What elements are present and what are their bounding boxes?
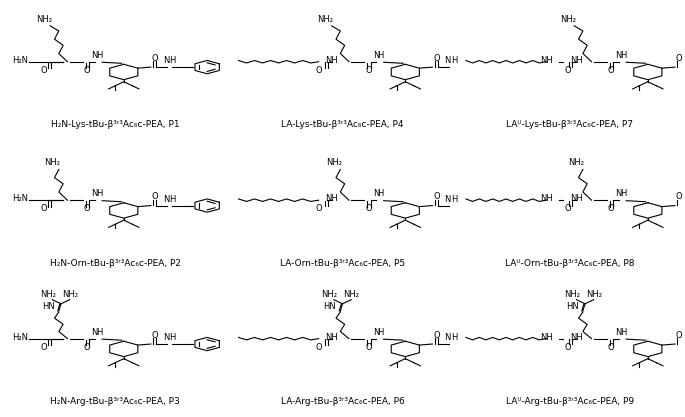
Text: LAᵁ-Arg-tBu-β³ʳ³Ac₆c-PEA, P9: LAᵁ-Arg-tBu-β³ʳ³Ac₆c-PEA, P9 — [506, 397, 634, 406]
Text: NH₂: NH₂ — [586, 290, 601, 299]
Text: NH₂: NH₂ — [343, 290, 359, 299]
Text: LA-Arg-tBu-β³ʳ³Ac₆c-PEA, P6: LA-Arg-tBu-β³ʳ³Ac₆c-PEA, P6 — [281, 397, 404, 406]
Text: O: O — [365, 343, 372, 352]
Text: N: N — [445, 56, 451, 65]
Text: NH₂: NH₂ — [45, 158, 60, 167]
Text: N: N — [91, 51, 98, 60]
Text: H: H — [169, 333, 175, 342]
Text: H: H — [169, 56, 175, 65]
Text: O: O — [434, 193, 440, 201]
Text: H₂N: H₂N — [12, 56, 28, 65]
Text: LA-Lys-tBu-β³ʳ³Ac₆c-PEA, P4: LA-Lys-tBu-β³ʳ³Ac₆c-PEA, P4 — [282, 120, 403, 129]
Text: O: O — [40, 343, 47, 352]
Text: H: H — [96, 189, 102, 198]
Text: H: H — [96, 328, 102, 337]
Text: LA-Orn-tBu-β³ʳ³Ac₆c-PEA, P5: LA-Orn-tBu-β³ʳ³Ac₆c-PEA, P5 — [280, 259, 405, 268]
Text: NH₂: NH₂ — [321, 290, 338, 299]
Text: N: N — [615, 328, 622, 337]
Text: O: O — [608, 66, 614, 75]
Text: O: O — [676, 54, 682, 63]
Text: O: O — [315, 343, 322, 352]
Text: H₂N-Arg-tBu-β³ʳ³Ac₆c-PEA, P3: H₂N-Arg-tBu-β³ʳ³Ac₆c-PEA, P3 — [50, 397, 180, 406]
Text: O: O — [84, 66, 90, 75]
Text: O: O — [608, 343, 614, 352]
Text: N: N — [163, 194, 169, 203]
Text: O: O — [365, 66, 372, 75]
Text: O: O — [84, 343, 90, 352]
Text: HN: HN — [323, 302, 336, 311]
Text: LAᵁ-Orn-tBu-β³ʳ³Ac₆c-PEA, P8: LAᵁ-Orn-tBu-β³ʳ³Ac₆c-PEA, P8 — [505, 259, 634, 268]
Text: O: O — [564, 66, 571, 75]
Text: N: N — [373, 328, 379, 337]
Text: N: N — [91, 328, 98, 337]
Text: NH: NH — [540, 56, 553, 65]
Text: NH: NH — [325, 56, 338, 65]
Text: O: O — [434, 331, 440, 340]
Text: H: H — [377, 189, 384, 198]
Text: H: H — [451, 194, 457, 203]
Text: N: N — [373, 189, 379, 198]
Text: H₂N-Orn-tBu-β³ʳ³Ac₆c-PEA, P2: H₂N-Orn-tBu-β³ʳ³Ac₆c-PEA, P2 — [49, 259, 181, 268]
Text: H₂N: H₂N — [12, 333, 28, 342]
Text: H: H — [96, 51, 102, 60]
Text: H: H — [451, 56, 457, 65]
Text: LAᵁ-Lys-tBu-β³ʳ³Ac₆c-PEA, P7: LAᵁ-Lys-tBu-β³ʳ³Ac₆c-PEA, P7 — [506, 120, 634, 129]
Text: NH: NH — [570, 333, 583, 342]
Text: H: H — [377, 328, 384, 337]
Text: NH: NH — [570, 194, 583, 203]
Text: N: N — [91, 189, 98, 198]
Text: O: O — [676, 331, 682, 340]
Text: NH: NH — [325, 194, 338, 203]
Text: O: O — [564, 343, 571, 352]
Text: HN: HN — [42, 302, 55, 311]
Text: H: H — [620, 189, 626, 198]
Text: NH₂: NH₂ — [560, 15, 575, 24]
Text: H: H — [620, 328, 626, 337]
Text: NH: NH — [570, 56, 583, 65]
Text: O: O — [84, 204, 90, 214]
Text: H: H — [451, 333, 457, 342]
Text: H₂N-Lys-tBu-β³ʳ³Ac₆c-PEA, P1: H₂N-Lys-tBu-β³ʳ³Ac₆c-PEA, P1 — [51, 120, 179, 129]
Text: HN: HN — [566, 302, 579, 311]
Text: O: O — [608, 204, 614, 214]
Text: N: N — [163, 56, 169, 65]
Text: NH₂: NH₂ — [564, 290, 580, 299]
Text: NH: NH — [325, 333, 338, 342]
Text: NH₂: NH₂ — [62, 290, 77, 299]
Text: NH₂: NH₂ — [569, 158, 584, 167]
Text: NH₂: NH₂ — [317, 15, 333, 24]
Text: O: O — [315, 66, 322, 75]
Text: O: O — [152, 331, 158, 340]
Text: NH: NH — [540, 194, 553, 203]
Text: NH: NH — [540, 333, 553, 342]
Text: O: O — [152, 54, 158, 63]
Text: NH₂: NH₂ — [36, 15, 51, 24]
Text: O: O — [365, 204, 372, 214]
Text: O: O — [40, 204, 47, 214]
Text: N: N — [445, 333, 451, 342]
Text: NH₂: NH₂ — [40, 290, 56, 299]
Text: O: O — [564, 204, 571, 214]
Text: N: N — [163, 333, 169, 342]
Text: O: O — [315, 204, 322, 214]
Text: O: O — [434, 54, 440, 63]
Text: H: H — [620, 51, 626, 60]
Text: H: H — [377, 51, 384, 60]
Text: H₂N: H₂N — [12, 194, 28, 203]
Text: N: N — [615, 51, 622, 60]
Text: O: O — [152, 193, 158, 201]
Text: N: N — [373, 51, 379, 60]
Text: N: N — [615, 189, 622, 198]
Text: O: O — [40, 66, 47, 75]
Text: H: H — [169, 194, 175, 203]
Text: NH₂: NH₂ — [326, 158, 342, 167]
Text: O: O — [676, 193, 682, 201]
Text: N: N — [445, 194, 451, 203]
